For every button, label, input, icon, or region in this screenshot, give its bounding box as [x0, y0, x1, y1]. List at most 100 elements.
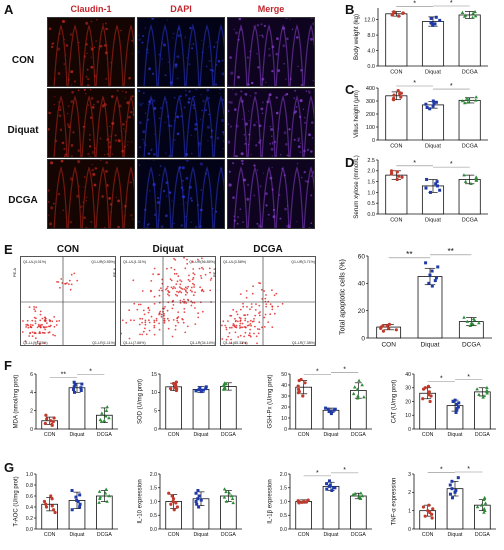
chart-G4: 0 1 2 3 TNF-α expression CON Diquat DCGA * * — [391, 466, 496, 538]
data-point — [395, 170, 399, 174]
significance-label: * — [343, 467, 346, 474]
data-point — [99, 419, 104, 423]
data-point — [301, 394, 305, 398]
data-point — [229, 494, 234, 498]
flow-title-diquat: Diquat — [152, 244, 184, 255]
x-tick-label: CON — [390, 144, 402, 150]
data-point — [204, 385, 208, 389]
y-tick-label: 0 — [372, 138, 375, 144]
bar-con — [165, 386, 182, 430]
micrograph-claudin-con — [47, 17, 135, 87]
row-label-dcga: DCGA — [8, 195, 38, 206]
quadrant-label-lr: Q1-LR(7.38%) — [292, 341, 315, 345]
y-tick-label: 20 — [281, 405, 287, 411]
data-point — [463, 13, 468, 17]
data-point — [424, 261, 428, 265]
data-point — [429, 394, 433, 398]
y-tick-label: 30 — [405, 386, 411, 392]
y-tick-label: 3 — [408, 472, 411, 478]
micrograph-merge-diquat — [227, 88, 315, 158]
data-point — [222, 495, 227, 499]
y-tick-label: 50 — [281, 372, 287, 378]
data-point — [429, 21, 433, 25]
data-point — [359, 491, 363, 495]
data-point — [97, 500, 101, 504]
data-point — [357, 494, 361, 498]
x-tick-label: DCGA — [462, 342, 481, 349]
data-point — [433, 22, 437, 26]
panel-letter-c: C — [345, 82, 355, 97]
data-point — [450, 496, 454, 500]
y-tick-label: 0.0 — [150, 527, 157, 533]
x-tick-label: Diquat — [421, 342, 440, 349]
data-point — [430, 269, 434, 273]
data-point — [196, 489, 200, 492]
data-point — [44, 505, 49, 509]
y-tick-label: 0 — [284, 427, 287, 433]
flow-title-dcga: DCGA — [253, 244, 283, 255]
y-tick-label: 15 — [151, 372, 157, 378]
y-axis-label: TNF-α expression — [391, 478, 397, 526]
significance-label: * — [467, 374, 470, 381]
data-point — [427, 393, 431, 397]
data-point — [456, 405, 460, 409]
x-tick-label: CON — [168, 432, 180, 438]
x-tick-label: DCGA — [351, 432, 367, 438]
data-point — [479, 503, 484, 507]
y-tick-label: 0.0 — [367, 64, 375, 70]
data-point — [104, 408, 109, 412]
data-point — [98, 417, 103, 422]
significance-label: * — [316, 470, 319, 477]
micrograph-dapi-con — [137, 17, 225, 87]
data-point — [397, 174, 401, 178]
x-tick-label: DCGA — [462, 70, 478, 76]
y-tick-label: 100 — [366, 125, 375, 131]
y-tick-label: 1.0 — [150, 499, 157, 505]
data-point — [43, 421, 47, 426]
y-tick-label: 0.4 — [26, 505, 33, 511]
quadrant-label-ll: Q1-LL(94.33%) — [23, 341, 48, 345]
y-axis-label: Body weight (kg) — [353, 14, 360, 60]
data-point — [75, 498, 79, 502]
y-axis-label: T-AOC (U/mg prot) — [13, 476, 19, 526]
data-point — [325, 482, 329, 486]
data-point — [174, 383, 178, 387]
x-tick-label: Diquat — [194, 532, 210, 538]
data-point — [392, 93, 396, 97]
y-tick-label: 2 — [30, 408, 33, 414]
y-tick-label: 1 — [408, 508, 411, 514]
x-tick-label: Diquat — [324, 432, 340, 438]
data-point — [400, 175, 404, 179]
data-point — [98, 495, 103, 499]
chart-F2: 0 5 10 15 SOD (U/mg prot) CON Diquat DCGA — [137, 372, 242, 438]
micrograph-merge-con — [227, 17, 315, 87]
x-tick-label: Diquat — [448, 532, 464, 538]
x-tick-label: CON — [422, 532, 434, 538]
data-point — [330, 489, 334, 492]
flow-plot-diquat: Q1-UL(1.31%) Q1-UR(56.85%) Q1-LL(7.68%) Q1-… — [120, 256, 216, 346]
data-point — [427, 503, 431, 507]
data-point — [385, 324, 389, 328]
data-point — [327, 409, 331, 413]
y-axis-label: Serum xylose (mmol/L) — [353, 155, 360, 219]
data-point — [97, 489, 102, 493]
data-point — [434, 276, 438, 280]
x-tick-label: Diquat — [425, 218, 441, 224]
quadrant-label-lr: Q1-LR(1.11%) — [92, 341, 115, 345]
bar-con — [385, 95, 408, 141]
y-tick-label: 20 — [358, 308, 366, 315]
data-point — [423, 514, 427, 518]
data-point — [401, 11, 405, 15]
y-tick-label: 0.6 — [26, 494, 33, 500]
data-point — [425, 177, 429, 181]
y-tick-label: 10 — [151, 390, 157, 396]
chart-C: 0 100 200 300 400 Villus height (μm) CON Diquat… — [353, 78, 488, 150]
data-point — [421, 397, 425, 401]
data-point — [453, 490, 457, 494]
y-tick-label: 0.2 — [26, 516, 33, 522]
data-point — [326, 407, 330, 411]
y-tick-label: 8.0 — [367, 33, 375, 39]
micrograph-dapi-dcga — [137, 159, 225, 229]
quadrant-label-ll: Q1-LL(85.33%) — [223, 341, 248, 345]
y-tick-label: 40 — [358, 281, 366, 288]
